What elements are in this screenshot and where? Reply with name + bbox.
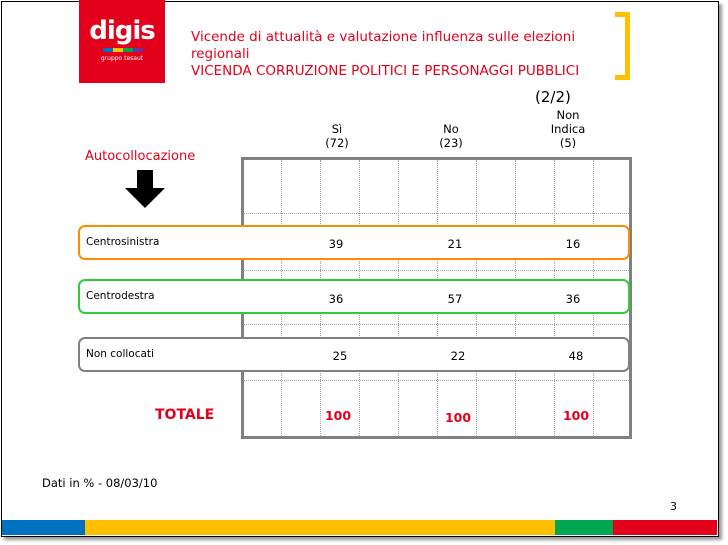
autocollocazione-label: Autocollocazione (85, 149, 196, 164)
logo-text: digis (89, 16, 156, 46)
row-label-centrodestra: Centrodestra (86, 290, 155, 302)
column-header-label: No (443, 122, 459, 136)
slide-title: Vicende di attualità e valutazione influ… (191, 29, 611, 80)
slide-frame (1, 1, 719, 537)
total-label: TOTALE (155, 407, 215, 423)
column-header-label: Sì (331, 122, 343, 136)
strip-yellow (85, 520, 555, 535)
bottom-color-strip (2, 520, 717, 535)
cell-value: 22 (450, 349, 466, 363)
logo-color-bars (103, 48, 143, 52)
title-line-1: Vicende di attualità e valutazione influ… (191, 29, 576, 45)
column-header-label: Non (556, 108, 580, 122)
column-header-n: (23) (439, 136, 463, 150)
cell-value: 57 (447, 292, 463, 306)
cell-value: 16 (565, 237, 581, 251)
row-box-centrodestra (78, 279, 630, 314)
strip-red (613, 520, 717, 535)
total-value: 100 (562, 408, 590, 423)
grid-divider (244, 324, 629, 325)
logo-bar-yellow (113, 48, 123, 52)
row-box-centrosinistra (78, 225, 630, 260)
column-header-n: (72) (325, 136, 349, 150)
grid-divider (244, 380, 629, 381)
grid-divider (244, 270, 629, 271)
cell-value: 25 (332, 349, 348, 363)
grid-divider (244, 213, 629, 214)
cell-value: 36 (328, 292, 344, 306)
total-value: 100 (444, 410, 472, 425)
strip-blue (2, 520, 85, 535)
cell-value: 48 (568, 349, 584, 363)
column-header-n: (5) (559, 136, 577, 150)
row-label-centrosinistra: Centrosinistra (86, 236, 160, 248)
logo-bar-green (123, 48, 133, 52)
strip-green (555, 520, 613, 535)
yellow-bracket-decoration (615, 12, 630, 80)
logo-bar-blue (103, 48, 113, 52)
column-header-no: No (23) (426, 122, 476, 150)
cell-value: 39 (328, 237, 344, 251)
page-fraction: (2/2) (535, 88, 571, 106)
title-line-2: regionali (191, 46, 250, 62)
footer-note: Dati in % - 08/03/10 (42, 476, 158, 490)
cell-value: 36 (565, 292, 581, 306)
column-header-sub: Indica (550, 122, 586, 136)
column-header-si: Sì (72) (312, 122, 362, 150)
logo-bar-purple (133, 48, 143, 52)
cell-value: 21 (447, 237, 463, 251)
logo-subtext: gruppo tesaut (100, 55, 144, 62)
title-line-3: VICENDA CORRUZIONE POLITICI E PERSONAGGI… (191, 63, 580, 79)
column-header-non-indica: Non Indica (5) (538, 108, 598, 150)
digis-logo: digis gruppo tesaut (79, 0, 165, 83)
total-value: 100 (324, 408, 352, 423)
row-box-non-collocati (78, 337, 630, 372)
page-number: 3 (670, 500, 677, 513)
arrow-down-icon (125, 170, 165, 208)
row-label-non-collocati: Non collocati (86, 348, 154, 360)
